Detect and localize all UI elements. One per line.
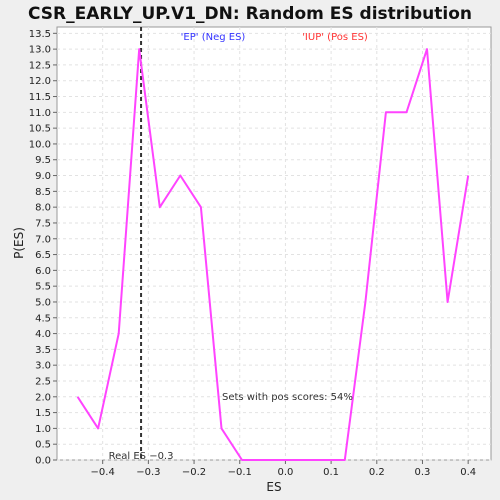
y-tick-label: 3.0 [35, 361, 51, 372]
real-es-label: Real ES −0.3 [109, 451, 174, 462]
y-tick-label: 11.0 [29, 108, 51, 119]
y-tick-label: 2.5 [35, 376, 51, 387]
legend-neg-es: 'EP' (Neg ES) [181, 32, 246, 43]
y-tick-label: 12.0 [29, 76, 51, 87]
x-tick-label: 0.2 [369, 467, 385, 478]
y-tick-label: 11.5 [29, 92, 51, 103]
y-tick-label: 4.0 [35, 329, 51, 340]
y-tick-label: 2.0 [35, 392, 51, 403]
y-tick-label: 1.5 [35, 408, 51, 419]
x-tick-label: −0.4 [91, 467, 115, 478]
x-tick-label: −0.1 [228, 467, 252, 478]
y-tick-label: 12.5 [29, 60, 51, 71]
y-tick-label: 1.0 [35, 424, 51, 435]
y-tick-label: 8.5 [35, 187, 51, 198]
y-tick-label: 0.5 [35, 440, 51, 451]
chart-title: CSR_EARLY_UP.V1_DN: Random ES distributi… [28, 4, 472, 24]
x-tick-label: 0.3 [415, 467, 431, 478]
x-tick-label: 0.1 [323, 467, 339, 478]
x-axis-label: ES [266, 480, 281, 494]
pos-scores-annotation: Sets with pos scores: 54% [222, 392, 353, 403]
y-axis-label: P(ES) [12, 227, 26, 259]
legend-pos-es: 'IUP' (Pos ES) [302, 32, 368, 43]
y-tick-label: 7.0 [35, 234, 51, 245]
y-tick-label: 9.0 [35, 171, 51, 182]
y-tick-label: 5.5 [35, 282, 51, 293]
x-tick-label: −0.3 [136, 467, 160, 478]
y-tick-label: 13.0 [29, 45, 51, 56]
y-tick-label: 10.5 [29, 124, 51, 135]
y-axis-ticks: 0.0 0.5 1.0 1.5 2.0 2.5 3.0 3.5 4.0 4.5 5.0 5.5 6.0 6… [29, 29, 57, 467]
x-tick-label: −0.2 [182, 467, 206, 478]
y-tick-label: 3.5 [35, 345, 51, 356]
y-tick-label: 7.5 [35, 218, 51, 229]
y-tick-label: 9.5 [35, 155, 51, 166]
y-tick-label: 6.5 [35, 250, 51, 261]
y-tick-label: 13.5 [29, 29, 51, 40]
grid [57, 27, 491, 461]
y-tick-label: 10.0 [29, 139, 51, 150]
y-tick-label: 0.0 [35, 456, 51, 467]
plot-area [56, 26, 492, 461]
x-tick-label: 0.4 [460, 467, 476, 478]
x-tick-label: 0.0 [277, 467, 293, 478]
y-tick-label: 5.0 [35, 297, 51, 308]
x-axis-ticks: −0.4 −0.3 −0.2 −0.1 0.0 0.1 0.2 0.3 0.4 [91, 460, 476, 478]
series-group [76, 48, 470, 461]
y-tick-label: 6.0 [35, 266, 51, 277]
y-tick-label: 4.5 [35, 313, 51, 324]
y-tick-label: 8.0 [35, 203, 51, 214]
series-line [76, 48, 470, 461]
